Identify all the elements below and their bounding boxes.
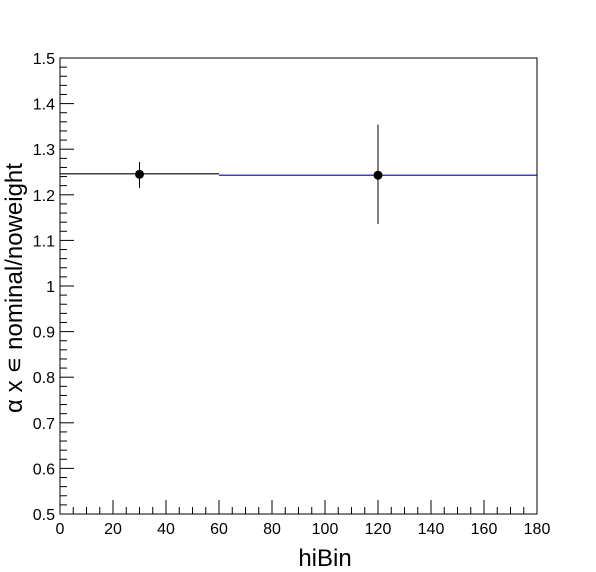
x-tick-label: 140 xyxy=(418,521,445,538)
y-tick-label: 0.9 xyxy=(33,325,55,342)
y-tick-label: 1.4 xyxy=(33,97,55,114)
x-tick-label: 160 xyxy=(471,521,498,538)
x-tick-labels: 0 20 40 60 80 100 120 140 160 180 xyxy=(56,521,551,538)
axis-ticks xyxy=(59,57,538,515)
x-tick-label: 80 xyxy=(263,521,281,538)
y-tick-label: 0.6 xyxy=(33,461,55,478)
fit-lines xyxy=(60,173,537,176)
x-tick-label: 40 xyxy=(157,521,175,538)
x-tick-label: 180 xyxy=(524,521,551,538)
y-tick-label: 1.1 xyxy=(33,233,55,250)
y-tick-label: 0.8 xyxy=(33,370,55,387)
y-tick-labels: 0.5 0.6 0.7 0.8 0.9 1 1.1 1.2 1.3 1.4 1.5 xyxy=(33,51,55,524)
y-tick-label: 0.5 xyxy=(33,507,55,524)
x-tick-label: 100 xyxy=(312,521,339,538)
y-tick-label: 1.3 xyxy=(33,142,55,159)
y-tick-label: 1 xyxy=(46,279,55,296)
x-tick-label: 20 xyxy=(104,521,122,538)
x-tick-label: 60 xyxy=(210,521,228,538)
y-tick-label: 1.5 xyxy=(33,51,55,68)
data-point xyxy=(135,169,144,179)
data-points xyxy=(135,124,383,224)
x-tick-label: 120 xyxy=(365,521,392,538)
y-axis-title: α x ∊ nominal/noweight xyxy=(1,163,28,413)
y-tick-label: 1.2 xyxy=(33,188,55,205)
data-point xyxy=(373,170,383,180)
plot-frame xyxy=(59,57,538,515)
x-axis-title: hiBin xyxy=(298,545,351,572)
y-tick-label: 0.7 xyxy=(33,416,55,433)
x-tick-label: 0 xyxy=(56,521,65,538)
